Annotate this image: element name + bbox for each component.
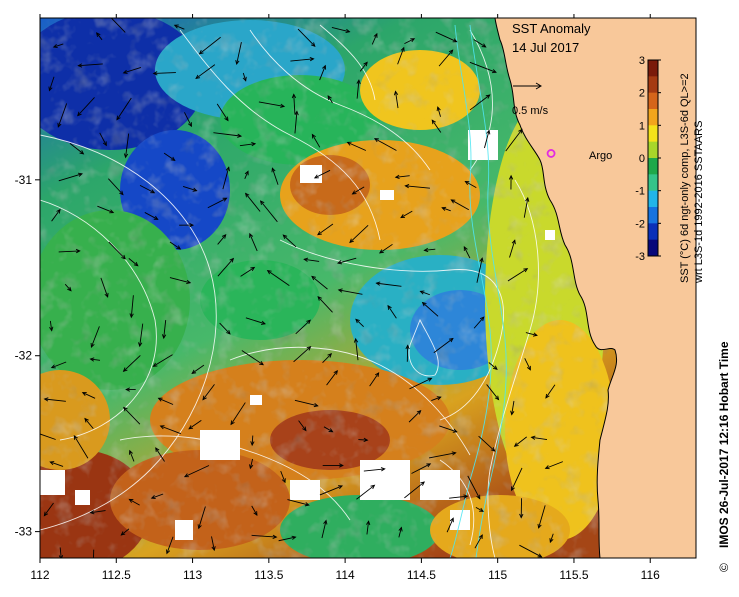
colorbar-segment: [648, 240, 658, 257]
colorbar-tick-label: 2: [639, 88, 645, 100]
velocity-scale-label: 0.5 m/s: [512, 105, 549, 117]
colorbar-segment: [648, 109, 658, 126]
x-tick-label: 112: [30, 568, 49, 582]
colorbar-tick-label: -1: [635, 186, 645, 198]
colorbar-segment: [648, 125, 658, 142]
colorbar-segment: [648, 207, 658, 224]
colorbar-segment: [648, 76, 658, 93]
velocity-arrowhead: [107, 13, 111, 17]
argo-label: Argo: [589, 150, 612, 162]
velocity-arrowhead: [33, 431, 37, 434]
x-tick-label: 114: [336, 568, 355, 582]
x-tick-label: 114.5: [407, 568, 436, 582]
x-tick-label: 115.5: [559, 568, 588, 582]
x-tick-label: 115: [488, 568, 507, 582]
colorbar-segment: [648, 191, 658, 208]
credit-text: IMOS 26-Jul-2017 12:16 Hobart Time: [717, 341, 731, 548]
sst-field: [10, 10, 696, 570]
colorbar-tick-label: 1: [639, 120, 645, 132]
x-tick-label: 113: [183, 568, 202, 582]
map-date: 14 Jul 2017: [512, 40, 579, 55]
x-tick-label: 116: [641, 568, 660, 582]
colorbar-tick-label: -2: [635, 218, 645, 230]
y-tick-label: -33: [15, 525, 33, 539]
y-tick-label: -31: [15, 173, 33, 187]
x-tick-label: 112.5: [102, 568, 131, 582]
colorbar-sublabel: wrt L3S-1d 1992-2016 SSTAARS: [693, 121, 705, 284]
colorbar-label: SST (°C) 6d ngt-only comp, L3S-6d QL>=2: [679, 73, 691, 283]
velocity-arrowhead: [91, 569, 94, 573]
colorbar-segment: [648, 60, 658, 77]
x-tick-label: 113.5: [254, 568, 283, 582]
colorbar-tick-label: -3: [635, 251, 645, 263]
copyright-icon: ©: [717, 563, 731, 572]
colorbar-tick-label: 0: [639, 153, 645, 165]
colorbar-segment: [648, 142, 658, 159]
colorbar-segment: [648, 158, 658, 175]
colorbar-segment: [648, 223, 658, 240]
colorbar-tick-label: 3: [639, 55, 645, 67]
colorbar-segment: [648, 93, 658, 110]
y-tick-label: -32: [15, 349, 33, 363]
colorbar-segment: [648, 174, 658, 191]
map-title: SST Anomaly: [512, 21, 591, 36]
